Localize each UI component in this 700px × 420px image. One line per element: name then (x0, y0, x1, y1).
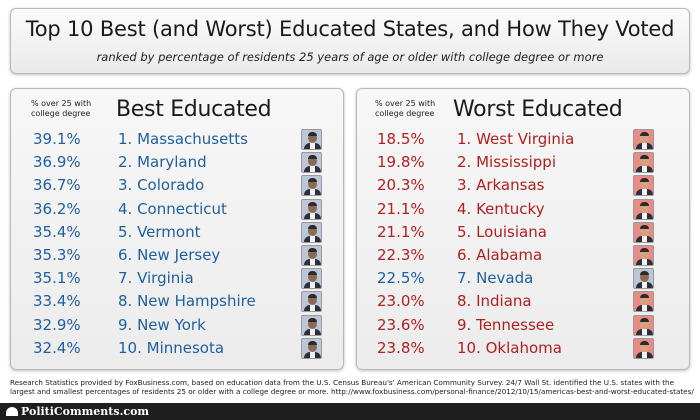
page-title: Top 10 Best (and Worst) Educated States,… (25, 17, 675, 41)
state-name: 9. Tennessee (457, 315, 555, 334)
romney-portrait-icon (633, 198, 654, 220)
obama-portrait-icon (633, 268, 654, 290)
pct-value: 22.3% (377, 245, 425, 264)
state-name: 4. Kentucky (457, 199, 545, 218)
best-pct-caption: % over 25 with college degree (31, 99, 92, 118)
pct-value: 36.9% (33, 153, 81, 172)
pct-value: 20.3% (377, 176, 425, 195)
pct-value: 23.6% (377, 315, 425, 334)
page-subtitle: ranked by percentage of residents 25 yea… (96, 50, 604, 64)
state-name: 10. Minnesota (118, 338, 225, 357)
site-logo[interactable]: PolitiComments.com (6, 405, 149, 418)
state-name: 7. Nevada (457, 269, 534, 288)
pct-value: 32.9% (33, 315, 81, 334)
state-name: 6. Alabama (457, 245, 543, 264)
obama-portrait-icon (301, 129, 322, 150)
obama-portrait-icon (301, 337, 322, 359)
list-item: 22.5% 7. Nevada (357, 267, 689, 290)
romney-portrait-icon (633, 175, 654, 197)
state-name: 6. New Jersey (118, 245, 221, 264)
list-item: 36.2% 4. Connecticut (11, 198, 343, 221)
pct-value: 33.4% (33, 292, 81, 311)
source-footnote: Research Statistics provided by FoxBusin… (10, 378, 694, 396)
capitol-icon (6, 407, 18, 416)
obama-portrait-icon (301, 175, 322, 197)
romney-portrait-icon (633, 314, 654, 336)
pct-value: 21.1% (377, 222, 425, 241)
obama-portrait-icon (301, 268, 322, 290)
list-item: 36.9% 2. Maryland (11, 151, 343, 174)
pct-value: 23.8% (377, 338, 425, 357)
pct-value: 36.2% (33, 199, 81, 218)
romney-portrait-icon (633, 244, 654, 266)
obama-portrait-icon (301, 221, 322, 243)
state-name: 9. New York (118, 315, 206, 334)
state-name: 10. Oklahoma (457, 338, 562, 357)
pct-value: 23.0% (377, 292, 425, 311)
list-item: 36.7% 3. Colorado (11, 174, 343, 197)
state-name: 8. Indiana (457, 292, 532, 311)
title-box: Top 10 Best (and Worst) Educated States,… (10, 8, 690, 74)
state-name: 3. Colorado (118, 176, 205, 195)
site-logo-text: PolitiComments.com (21, 405, 150, 418)
romney-portrait-icon (633, 129, 654, 150)
list-item: 18.5% 1. West Virginia (357, 128, 689, 151)
pct-value: 18.5% (377, 130, 425, 148)
pct-value: 32.4% (33, 338, 81, 357)
best-panel-title: Best Educated (116, 97, 272, 122)
pct-value: 22.5% (377, 269, 425, 288)
list-item: 22.3% 6. Alabama (357, 244, 689, 267)
pct-value: 19.8% (377, 153, 425, 172)
state-name: 4. Connecticut (118, 199, 227, 218)
list-item: 21.1% 4. Kentucky (357, 198, 689, 221)
state-name: 1. Massachusetts (118, 130, 248, 148)
list-item: 32.9% 9. New York (11, 314, 343, 337)
obama-portrait-icon (301, 152, 322, 174)
obama-portrait-icon (301, 244, 322, 266)
worst-panel-title: Worst Educated (453, 97, 623, 122)
list-item: 23.0% 8. Indiana (357, 290, 689, 313)
obama-portrait-icon (301, 198, 322, 220)
list-item: 32.4% 10. Minnesota (11, 337, 343, 360)
pct-value: 39.1% (33, 130, 81, 148)
list-item: 39.1% 1. Massachusetts (11, 128, 343, 151)
state-name: 5. Louisiana (457, 222, 547, 241)
pct-value: 35.4% (33, 222, 81, 241)
list-item: 20.3% 3. Arkansas (357, 174, 689, 197)
best-list: 39.1% 1. Massachusetts 36.9% 2. Maryland 36.… (11, 128, 343, 360)
romney-portrait-icon (633, 221, 654, 243)
obama-portrait-icon (301, 291, 322, 313)
list-item: 35.1% 7. Virginia (11, 267, 343, 290)
list-item: 35.4% 5. Vermont (11, 221, 343, 244)
romney-portrait-icon (633, 291, 654, 313)
worst-panel-header: % over 25 with college degree Worst Educ… (357, 97, 689, 129)
worst-educated-panel: % over 25 with college degree Worst Educ… (356, 88, 690, 370)
state-name: 2. Mississippi (457, 153, 556, 172)
pct-value: 35.1% (33, 269, 81, 288)
state-name: 5. Vermont (118, 222, 201, 241)
best-educated-panel: % over 25 with college degree Best Educa… (10, 88, 344, 370)
list-item: 21.1% 5. Louisiana (357, 221, 689, 244)
state-name: 2. Maryland (118, 153, 207, 172)
list-item: 35.3% 6. New Jersey (11, 244, 343, 267)
pct-value: 35.3% (33, 245, 81, 264)
pct-value: 21.1% (377, 199, 425, 218)
state-name: 7. Virginia (118, 269, 194, 288)
footer-bar: PolitiComments.com (0, 403, 700, 420)
state-name: 3. Arkansas (457, 176, 545, 195)
romney-portrait-icon (633, 152, 654, 174)
worst-list: 18.5% 1. West Virginia 19.8% 2. Mississippi… (357, 128, 689, 360)
list-item: 19.8% 2. Mississippi (357, 151, 689, 174)
romney-portrait-icon (633, 337, 654, 359)
worst-pct-caption: % over 25 with college degree (375, 99, 436, 118)
state-name: 8. New Hampshire (118, 292, 256, 311)
best-panel-header: % over 25 with college degree Best Educa… (11, 97, 343, 129)
list-item: 33.4% 8. New Hampshire (11, 290, 343, 313)
obama-portrait-icon (301, 314, 322, 336)
list-item: 23.6% 9. Tennessee (357, 314, 689, 337)
list-item: 23.8% 10. Oklahoma (357, 337, 689, 360)
pct-value: 36.7% (33, 176, 81, 195)
state-name: 1. West Virginia (457, 130, 575, 148)
